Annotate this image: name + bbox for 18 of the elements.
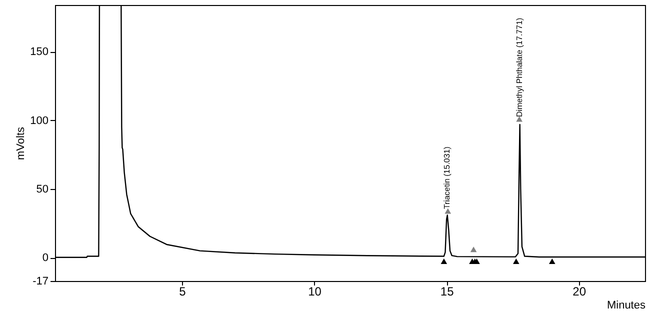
- y-tick-label: 50: [36, 184, 48, 196]
- point: [512, 258, 520, 264]
- point: [516, 116, 522, 122]
- x-axis-title: Minutes: [606, 300, 646, 312]
- x-tick-label: 5: [179, 284, 186, 298]
- y-axis-title: mVolts: [15, 126, 28, 160]
- point: [470, 246, 477, 252]
- y-tick-label: -17: [32, 276, 48, 288]
- y-tick-label: 0: [42, 252, 48, 264]
- x-tick-label: 10: [308, 284, 322, 298]
- x-tick-label: 15: [440, 284, 454, 298]
- point: [440, 258, 448, 264]
- annotation: Triacetin (15.031): [442, 146, 452, 209]
- y-tick-label: 100: [30, 114, 48, 127]
- y-tick-label: 150: [30, 46, 48, 58]
- annotation: Dimethyl Phthalate (17.771): [514, 17, 524, 117]
- point: [548, 258, 556, 264]
- x-tick-label: 20: [572, 284, 586, 298]
